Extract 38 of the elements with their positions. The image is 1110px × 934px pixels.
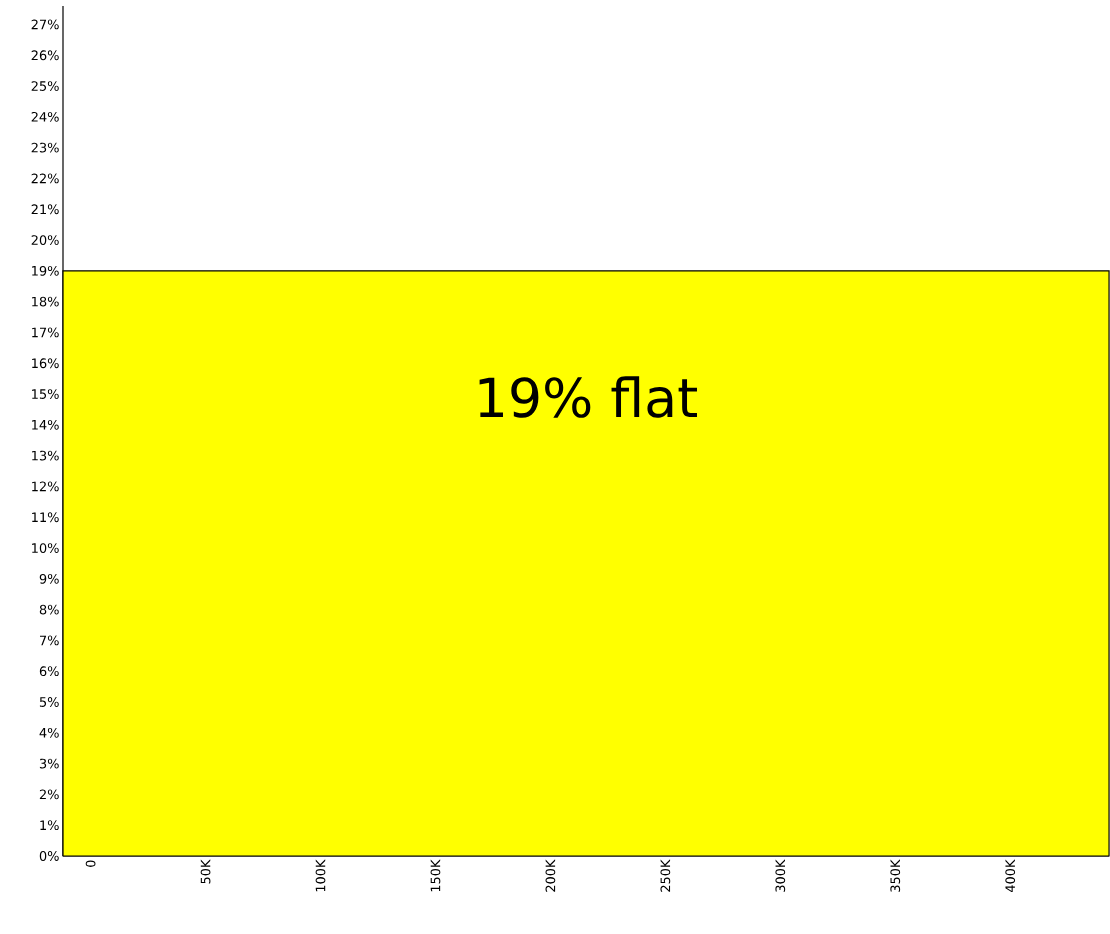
annotation: 19% flat [479, 376, 697, 418]
x-tick-label: 350K [890, 859, 901, 892]
y-tick-label: 2% [39, 789, 59, 800]
y-tick-label: 15% [32, 389, 59, 399]
y-tick-label: 18% [32, 296, 59, 307]
x-tick-label: 200K [545, 859, 556, 892]
y-tick-label: 17% [32, 327, 59, 338]
y-tick-label: 8% [39, 604, 59, 615]
y-tick-label: 23% [31, 142, 59, 153]
y-tick-label: 13% [32, 450, 59, 461]
y-tick-label: 7% [40, 635, 59, 646]
y-tick-label: 1% [40, 820, 59, 831]
y-tick-label: 26% [31, 50, 59, 61]
y-tick-label: 20% [31, 235, 59, 245]
y-tick-label: 16% [32, 358, 59, 369]
y-tick-label: 22% [31, 173, 59, 184]
y-tick-label: 10% [32, 543, 59, 553]
y-tick-label: 3% [39, 758, 59, 769]
y-tick-label: 19% [32, 265, 59, 276]
y-tick-label: 14% [32, 419, 59, 430]
x-tick-label: 300K [775, 859, 786, 892]
y-tick-label: 27% [31, 19, 59, 30]
y-tick-label: 11% [32, 512, 59, 523]
x-tick-label: 150K [430, 859, 441, 892]
y-tick-label: 9% [39, 573, 59, 584]
x-tick-label: 0 [85, 860, 96, 867]
y-tick-label: 25% [31, 81, 59, 91]
y-tick-label: 5% [39, 697, 59, 707]
y-tick-label: 21% [31, 204, 59, 215]
x-tick-label: 50K [200, 859, 211, 884]
y-tick-label: 12% [32, 481, 59, 492]
y-tick-label: 4% [39, 727, 59, 738]
x-tick-label: 250K [660, 859, 671, 892]
x-tick-label: 100K [315, 859, 326, 892]
y-tick-label: 6% [39, 666, 59, 677]
y-tick-label: 24% [31, 111, 59, 122]
y-tick-label: 0% [39, 851, 59, 861]
x-tick-label: 400K [1005, 859, 1016, 893]
